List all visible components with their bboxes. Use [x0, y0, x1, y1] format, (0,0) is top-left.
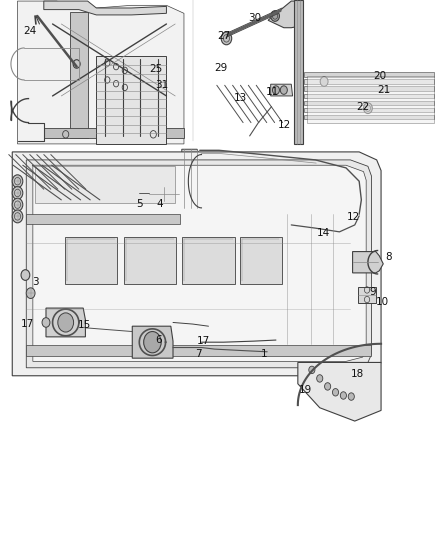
Circle shape: [12, 187, 23, 199]
Text: 25: 25: [149, 64, 162, 74]
Polygon shape: [358, 287, 376, 303]
Polygon shape: [44, 1, 166, 15]
Text: 12: 12: [347, 213, 360, 222]
Text: 6: 6: [155, 335, 162, 345]
Polygon shape: [182, 237, 235, 284]
Text: 5: 5: [136, 199, 143, 208]
Polygon shape: [304, 72, 434, 77]
Text: 17: 17: [21, 319, 34, 329]
Text: 4: 4: [156, 199, 163, 208]
Polygon shape: [307, 76, 434, 123]
Polygon shape: [304, 79, 434, 84]
Text: 15: 15: [78, 320, 91, 330]
Polygon shape: [298, 362, 381, 421]
Polygon shape: [35, 166, 175, 203]
Circle shape: [26, 288, 35, 298]
Polygon shape: [182, 149, 201, 208]
Polygon shape: [240, 237, 282, 284]
Circle shape: [33, 175, 41, 184]
Polygon shape: [304, 101, 434, 105]
Circle shape: [271, 11, 279, 21]
Text: 27: 27: [218, 31, 231, 41]
Circle shape: [309, 366, 315, 374]
Circle shape: [12, 210, 23, 223]
Polygon shape: [26, 160, 371, 368]
Circle shape: [221, 32, 232, 45]
Circle shape: [348, 393, 354, 400]
Text: 24: 24: [23, 26, 36, 36]
Circle shape: [21, 270, 30, 280]
Text: 30: 30: [248, 13, 261, 23]
Circle shape: [33, 167, 41, 176]
Polygon shape: [33, 165, 366, 361]
Polygon shape: [65, 237, 117, 284]
Circle shape: [12, 175, 23, 188]
Circle shape: [317, 375, 323, 382]
Circle shape: [280, 86, 287, 94]
Polygon shape: [46, 308, 85, 337]
Circle shape: [33, 183, 41, 192]
Polygon shape: [304, 94, 434, 98]
Circle shape: [144, 332, 161, 353]
Circle shape: [364, 103, 372, 114]
Text: 31: 31: [155, 80, 169, 90]
Polygon shape: [96, 56, 166, 144]
Polygon shape: [12, 152, 381, 376]
Polygon shape: [70, 12, 88, 138]
Polygon shape: [26, 345, 371, 356]
Circle shape: [272, 86, 279, 94]
Polygon shape: [294, 0, 303, 144]
Circle shape: [33, 159, 41, 168]
Polygon shape: [271, 84, 293, 96]
Text: 18: 18: [351, 369, 364, 379]
Text: 21: 21: [377, 85, 390, 95]
Text: 7: 7: [194, 349, 201, 359]
Text: 22: 22: [356, 102, 369, 111]
Bar: [151, 189, 162, 199]
Text: 20: 20: [374, 71, 387, 81]
Polygon shape: [124, 237, 176, 284]
Text: 1: 1: [260, 349, 267, 359]
Polygon shape: [26, 214, 180, 224]
Text: 17: 17: [197, 336, 210, 346]
Text: 9: 9: [369, 287, 376, 297]
Text: 8: 8: [385, 252, 392, 262]
Polygon shape: [268, 1, 297, 28]
Polygon shape: [18, 1, 184, 144]
Polygon shape: [149, 187, 179, 201]
Circle shape: [340, 392, 346, 399]
Circle shape: [332, 389, 339, 396]
Text: 29: 29: [215, 63, 228, 72]
Polygon shape: [353, 252, 383, 273]
Circle shape: [58, 313, 74, 332]
Text: 3: 3: [32, 278, 39, 287]
Text: 11: 11: [266, 87, 279, 96]
Circle shape: [12, 198, 23, 211]
Polygon shape: [304, 108, 434, 112]
Circle shape: [325, 383, 331, 390]
Text: 19: 19: [299, 385, 312, 395]
Polygon shape: [304, 115, 434, 119]
Circle shape: [320, 77, 328, 86]
Text: 14: 14: [317, 229, 330, 238]
Polygon shape: [132, 326, 173, 358]
Polygon shape: [304, 86, 434, 91]
Text: 12: 12: [278, 120, 291, 130]
Text: 13: 13: [233, 93, 247, 102]
Circle shape: [42, 318, 50, 327]
Polygon shape: [44, 128, 184, 138]
Text: 10: 10: [375, 297, 389, 306]
